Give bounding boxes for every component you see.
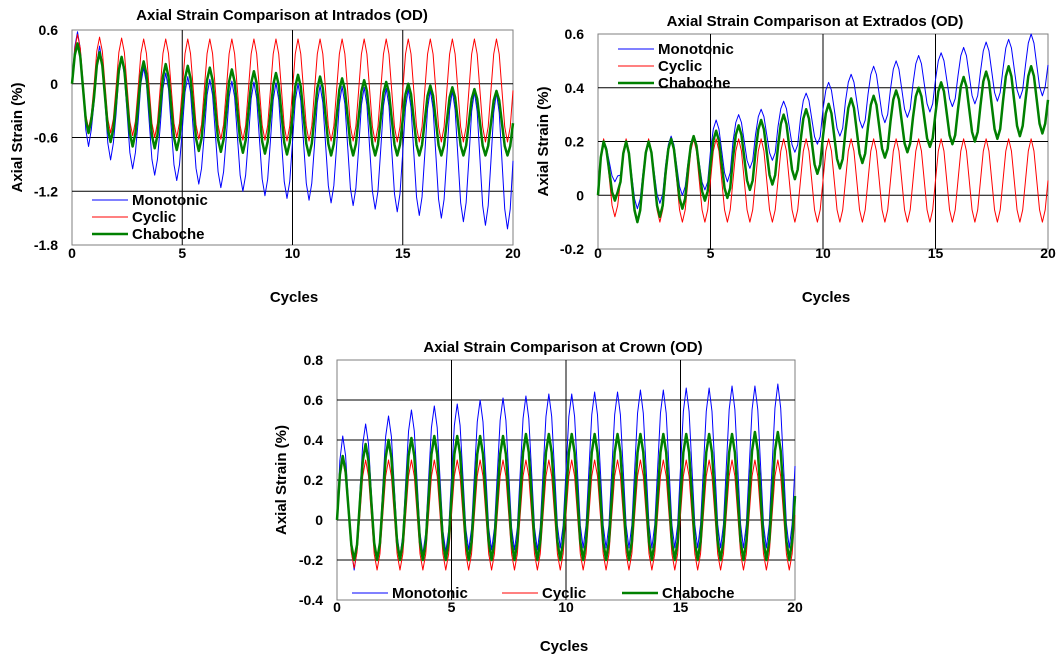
x-tick-label: 20 [505, 245, 521, 261]
x-tick-label: 15 [928, 245, 944, 261]
y-tick-label: -0.4 [299, 592, 323, 608]
x-axis-label: Cycles [540, 638, 588, 655]
x-tick-label: 0 [333, 599, 341, 615]
chart-title: Axial Strain Comparison at Extrados (OD) [667, 13, 964, 30]
legend-label-cyclic: Cyclic [542, 585, 586, 602]
y-tick-label: -0.2 [299, 552, 323, 568]
series-line-monotonic [71, 31, 514, 230]
y-tick-label: -0.2 [560, 241, 584, 257]
y-tick-label: 0.2 [304, 472, 324, 488]
chart-1: 0 5 10 15 20 0.6 0 -0.6 -1.2 -1.8 Axial Strain Com… [9, 7, 521, 306]
x-tick-label: 20 [787, 599, 803, 615]
x-tick-label: 15 [673, 599, 689, 615]
legend-label-monotonic: Monotonic [392, 585, 468, 602]
chart-title: Axial Strain Comparison at Intrados (OD) [136, 7, 428, 24]
legend-label-cyclic: Cyclic [132, 209, 176, 226]
y-tick-label: -1.2 [34, 183, 58, 199]
y-tick-label: 0 [315, 512, 323, 528]
y-tick-label: 0.4 [565, 80, 585, 96]
y-tick-label: 0.6 [39, 22, 59, 38]
x-axis-label: Cycles [270, 289, 318, 306]
x-tick-label: 5 [448, 599, 456, 615]
y-tick-label: 0.4 [304, 432, 324, 448]
chart-2: 0 5 10 15 20 0.6 0.4 0.2 0 -0.2 Axial Strain Compa… [535, 13, 1056, 306]
series-line-chaboche [335, 430, 797, 562]
x-tick-label: 10 [815, 245, 831, 261]
series-line-cyclic [71, 33, 514, 143]
x-tick-label: 0 [68, 245, 76, 261]
legend-label-monotonic: Monotonic [132, 192, 208, 209]
x-tick-label: 5 [707, 245, 715, 261]
y-tick-label: 0 [50, 76, 58, 92]
x-tick-label: 10 [558, 599, 574, 615]
legend-label-chaboche: Chaboche [658, 75, 731, 92]
legend-label-chaboche: Chaboche [662, 585, 735, 602]
x-axis-label: Cycles [802, 289, 850, 306]
y-axis-label: Axial Strain (%) [9, 82, 26, 192]
y-tick-label: 0.6 [304, 392, 324, 408]
legend-label-cyclic: Cyclic [658, 58, 702, 75]
legend-label-monotonic: Monotonic [658, 41, 734, 58]
x-tick-label: 10 [285, 245, 301, 261]
y-tick-label: 0.8 [304, 352, 324, 368]
series-line-chaboche [596, 65, 1050, 224]
y-tick-label: 0 [576, 187, 584, 203]
y-tick-label: 0.6 [565, 26, 585, 42]
legend: Monotonic Cyclic Chaboche [352, 585, 735, 602]
y-tick-label: 0.2 [565, 134, 585, 150]
series-line-monotonic [336, 383, 796, 571]
y-axis-label: Axial Strain (%) [535, 86, 552, 196]
y-axis-label: Axial Strain (%) [273, 425, 290, 535]
x-tick-label: 5 [178, 245, 186, 261]
y-tick-label: -0.6 [34, 130, 58, 146]
x-tick-label: 15 [395, 245, 411, 261]
x-tick-label: 0 [594, 245, 602, 261]
legend-label-chaboche: Chaboche [132, 226, 205, 243]
chart-3: 0 5 10 15 20 0.8 0.6 0.4 0.2 0 -0.2 -0.4 Axial Strai… [273, 339, 803, 655]
chart-title: Axial Strain Comparison at Crown (OD) [423, 339, 702, 356]
y-tick-label: -1.8 [34, 237, 58, 253]
series-line-chaboche [70, 42, 515, 157]
x-tick-label: 20 [1040, 245, 1056, 261]
